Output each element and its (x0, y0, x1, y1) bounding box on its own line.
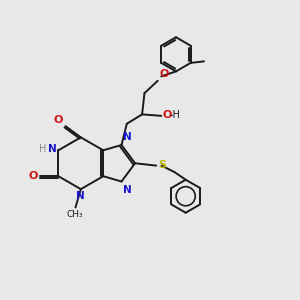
Text: N: N (76, 190, 85, 201)
Text: O: O (54, 115, 63, 125)
Text: H: H (39, 144, 46, 154)
Text: N: N (123, 132, 132, 142)
Text: N: N (123, 185, 132, 195)
Text: N: N (48, 144, 56, 154)
Text: O: O (28, 171, 38, 181)
Text: CH₃: CH₃ (67, 210, 83, 219)
Text: S: S (158, 160, 166, 170)
Text: -H: -H (169, 110, 180, 120)
Text: O: O (163, 110, 172, 120)
Text: O: O (159, 69, 169, 79)
